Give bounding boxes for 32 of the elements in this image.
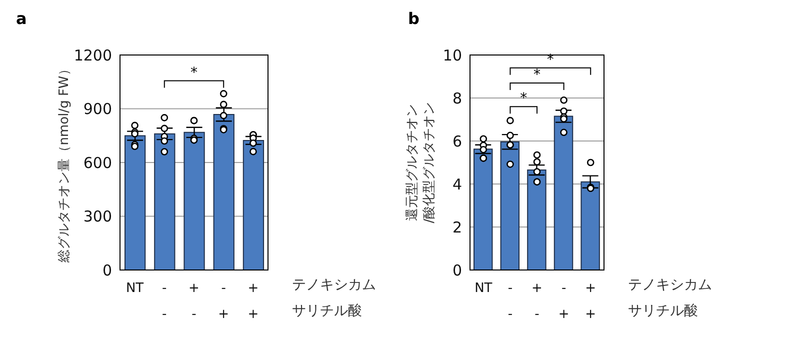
y-axis-title: 総グルタチオン量（nmol/g FW） [57, 62, 72, 264]
annotation: * [190, 64, 198, 81]
y-tick-label: 900 [83, 100, 112, 118]
annotation: * [520, 90, 528, 107]
x-tick-label: - + [558, 281, 570, 322]
y-tick-label: 4 [452, 175, 462, 194]
x-tick-label: + - [188, 281, 200, 322]
x-tick-label: - + [218, 281, 230, 322]
x-tick-label: NT [126, 281, 144, 296]
x-tick-label: + + [248, 281, 259, 322]
y-tick-label: 10 [442, 46, 462, 64]
y-axis-title: 還元型グルタチオン /酸化型グルタチオン [405, 102, 437, 224]
x-tick-label: - - [162, 281, 168, 322]
text: サリチル酸 [292, 303, 362, 319]
annotation: * [534, 66, 540, 83]
y-tick-label: 600 [83, 154, 112, 172]
x-tick-label: + + [585, 281, 596, 322]
y-tick-label: 1200 [74, 46, 112, 64]
chart-title: b [408, 9, 420, 28]
y-tick-label: 0 [102, 261, 112, 280]
text: テノキシカム [292, 277, 376, 293]
y-tick-label: 2 [452, 218, 462, 236]
y-tick-label: 6 [452, 132, 462, 150]
y-tick-label: 300 [83, 208, 112, 226]
y-tick-label: 8 [452, 89, 462, 108]
chart-title: a [16, 9, 27, 28]
text: テノキシカム [628, 277, 712, 293]
x-tick-label: NT [474, 281, 492, 296]
text: サリチル酸 [628, 303, 698, 319]
y-tick-label: 0 [452, 261, 462, 280]
x-tick-label: - - [508, 281, 513, 322]
x-tick-label: + - [532, 281, 542, 322]
